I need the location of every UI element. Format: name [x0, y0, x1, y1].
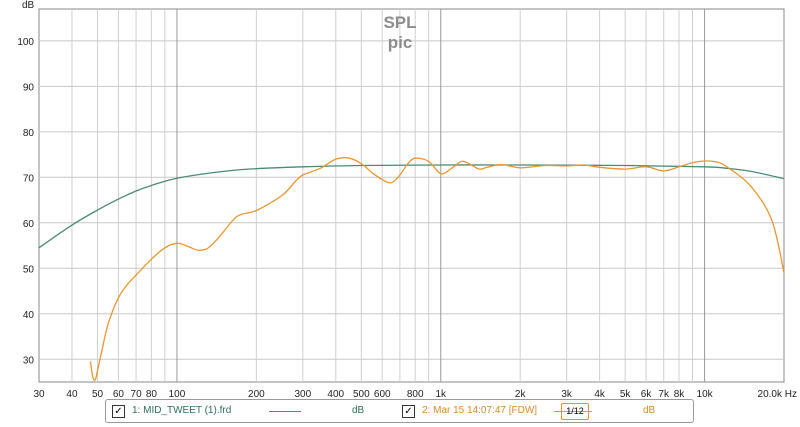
chart-subtitle: pic: [388, 33, 413, 52]
legend-unit-1: dB: [352, 405, 365, 416]
plot-frame: [38, 8, 785, 383]
y-tick-label: 60: [23, 219, 35, 230]
series-line-1: [38, 164, 785, 249]
x-tick-label: 5k: [620, 389, 632, 400]
y-tick-labels: 30 40 50 60 70 80 90 100: [17, 37, 34, 366]
x-tick-label: 60: [113, 389, 125, 400]
x-tick-label: 1k: [435, 389, 447, 400]
x-tick-label: 40: [66, 389, 78, 400]
series-line-2: [89, 157, 785, 381]
y-tick-label: 30: [23, 355, 35, 366]
legend-line-1: [269, 411, 301, 412]
x-tick-label: 30: [33, 389, 45, 400]
x-tick-label: 100: [169, 389, 186, 400]
legend-item-1[interactable]: ✓: [112, 400, 125, 422]
x-tick-label: 70: [131, 389, 143, 400]
x-tick-label: 20.0k Hz: [758, 389, 797, 400]
x-tick-label: 3k: [561, 389, 573, 400]
y-tick-label: 70: [23, 173, 35, 184]
legend-item-2[interactable]: ✓: [402, 400, 415, 422]
chart-title: SPL: [383, 13, 416, 32]
x-tick-label: 400: [327, 389, 344, 400]
y-axis-label: dB: [22, 0, 35, 11]
legend-checkbox-2[interactable]: ✓: [402, 404, 415, 418]
legend-unit-2: dB: [643, 405, 656, 416]
x-tick-label: 6k: [641, 389, 653, 400]
y-tick-label: 40: [23, 310, 35, 321]
x-tick-label: 200: [248, 389, 265, 400]
y-tick-label: 100: [17, 37, 34, 48]
grid: [39, 9, 784, 382]
x-tick-label: 2k: [515, 389, 527, 400]
legend-label-2: 2: Mar 15 14:07:47 [FDW]: [422, 405, 538, 416]
x-tick-label: 500: [353, 389, 370, 400]
x-tick-label: 800: [407, 389, 424, 400]
legend: ✓ 1: MID_TWEET (1).frd dB ✓ 2: Mar 15 14…: [105, 399, 694, 423]
x-tick-label: 50: [92, 389, 104, 400]
legend-checkbox-1[interactable]: ✓: [112, 404, 125, 418]
legend-line-2: [554, 411, 592, 412]
x-tick-label: 8k: [674, 389, 686, 400]
x-tick-label: 80: [146, 389, 158, 400]
x-tick-label: 600: [374, 389, 391, 400]
y-tick-label: 50: [23, 264, 35, 275]
smoothing-indicator[interactable]: 1/12: [561, 403, 589, 420]
y-tick-label: 90: [23, 82, 35, 93]
x-tick-label: 300: [294, 389, 311, 400]
x-tick-label: 7k: [658, 389, 670, 400]
x-tick-label: 4k: [594, 389, 606, 400]
legend-label-1: 1: MID_TWEET (1).frd: [132, 405, 232, 416]
x-tick-labels: 30 40 50 60 70 80 100 200 300 400 500 600 800 1k 2k 3k 4…: [33, 389, 797, 400]
y-tick-label: 80: [23, 128, 35, 139]
x-tick-label: 10k: [697, 389, 714, 400]
series-group: [38, 157, 785, 381]
